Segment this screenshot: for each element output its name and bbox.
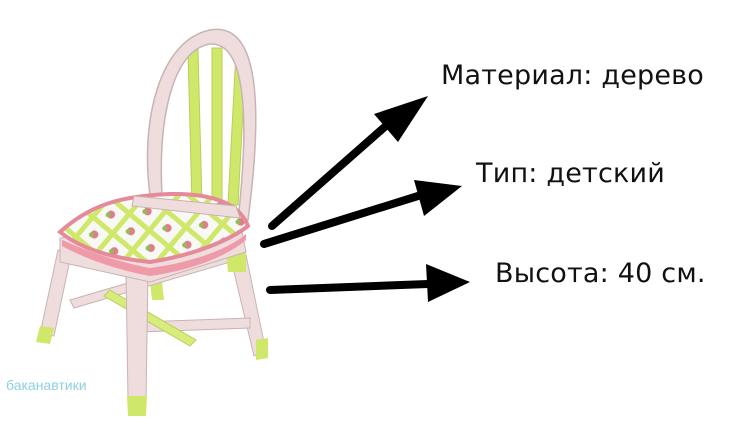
material-label: Материал: дерево [441, 60, 705, 91]
arrow-to-material [268, 96, 428, 230]
height-label: Высота: 40 см. [495, 258, 706, 289]
type-label: Тип: детский [476, 158, 666, 189]
arrow-to-height [266, 264, 470, 302]
watermark-text: баканавтики [6, 377, 87, 393]
arrow-to-type [260, 180, 462, 248]
